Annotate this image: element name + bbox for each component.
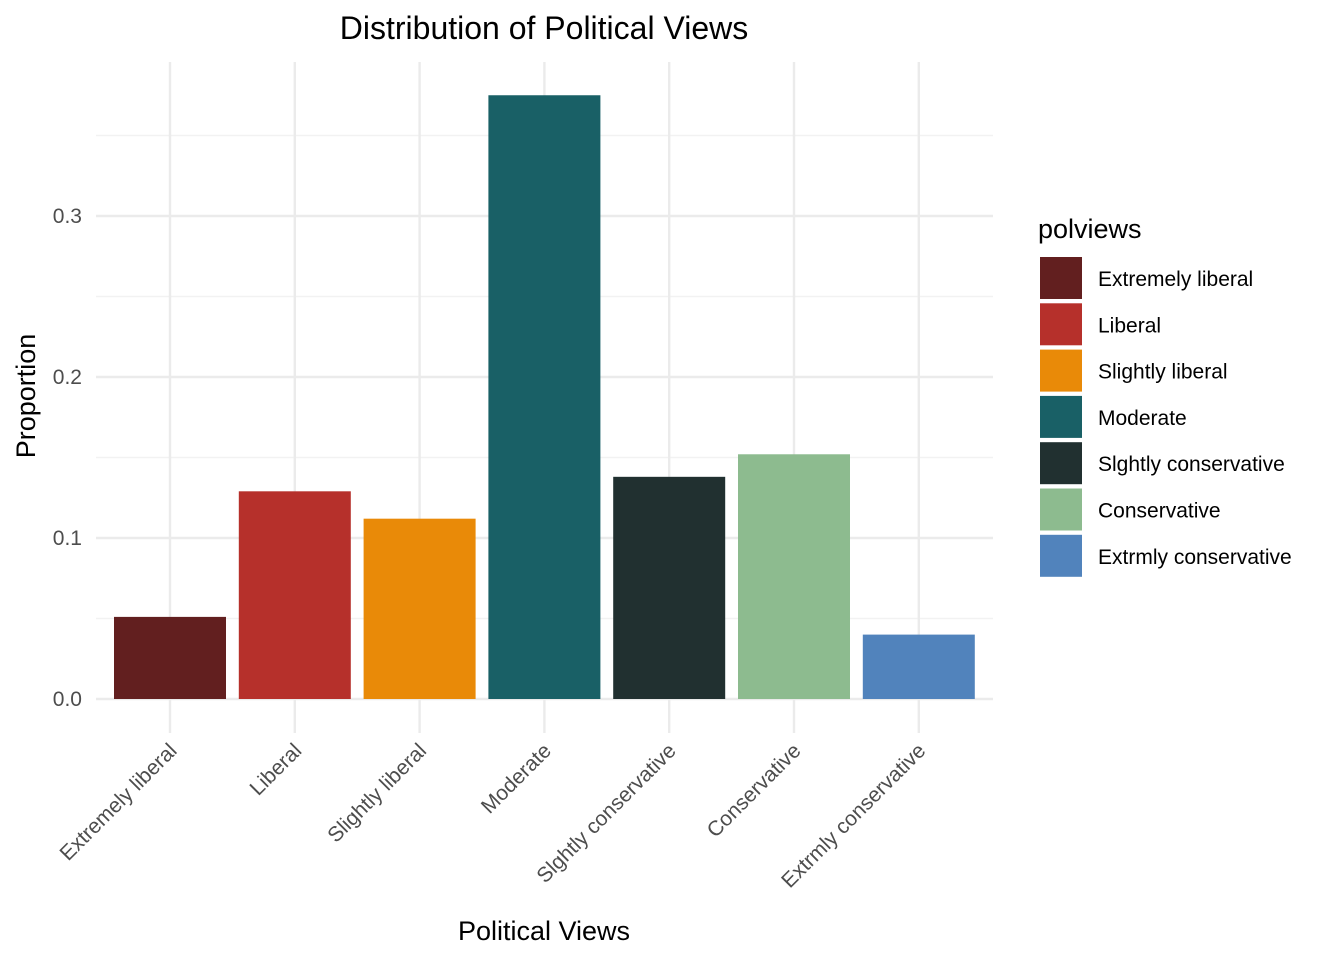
legend-label: Moderate xyxy=(1098,407,1187,430)
y-tick-label: 0.3 xyxy=(53,205,82,228)
legend-label: Extrmly conservative xyxy=(1098,546,1292,569)
bar-2 xyxy=(238,491,351,699)
legend-key-3 xyxy=(1040,349,1082,392)
legend-key-6 xyxy=(1040,488,1082,531)
legend-key-4 xyxy=(1040,395,1082,438)
x-tick-label: Slghtly conservative xyxy=(532,739,680,887)
y-tick-label: 0.0 xyxy=(53,688,82,711)
x-tick-label: Moderate xyxy=(477,739,556,818)
legend-label: Liberal xyxy=(1098,314,1161,337)
legend-key-7 xyxy=(1040,534,1082,577)
y-tick-label: 0.1 xyxy=(53,527,82,550)
bar-6 xyxy=(738,454,850,699)
x-tick-label: Liberal xyxy=(245,739,306,800)
legend-label: Slightly liberal xyxy=(1098,361,1228,384)
legend: polviews Extremely liberal Liberal Slightl… xyxy=(1038,214,1292,577)
legend-key-2 xyxy=(1040,303,1082,346)
x-tick-label: Extrmly conservative xyxy=(777,739,930,892)
x-axis-title: Political Views xyxy=(458,916,630,946)
legend-label: Conservative xyxy=(1098,500,1221,523)
x-tick-label: Extremely liberal xyxy=(56,739,182,865)
y-axis-title: Proportion xyxy=(11,334,41,459)
x-tick-label: Conservative xyxy=(703,739,806,842)
bar-5 xyxy=(613,476,726,699)
bar-1 xyxy=(114,616,226,699)
bar-3 xyxy=(363,518,476,699)
legend-title: polviews xyxy=(1038,214,1142,244)
bar-4 xyxy=(488,95,601,699)
bars xyxy=(114,95,975,699)
legend-label: Extremely liberal xyxy=(1098,268,1253,291)
y-axis-ticks: 0.0 0.1 0.2 0.3 xyxy=(53,205,82,711)
legend-label: Slghtly conservative xyxy=(1098,453,1285,476)
bar-7 xyxy=(862,634,975,699)
y-tick-label: 0.2 xyxy=(53,366,82,389)
x-tick-label: Slightly liberal xyxy=(323,739,431,847)
legend-key-5 xyxy=(1040,442,1082,485)
chart-title: Distribution of Political Views xyxy=(340,10,748,46)
legend-key-1 xyxy=(1040,257,1082,299)
x-axis-ticks: Extremely liberal Liberal Slightly liberal… xyxy=(56,739,931,892)
